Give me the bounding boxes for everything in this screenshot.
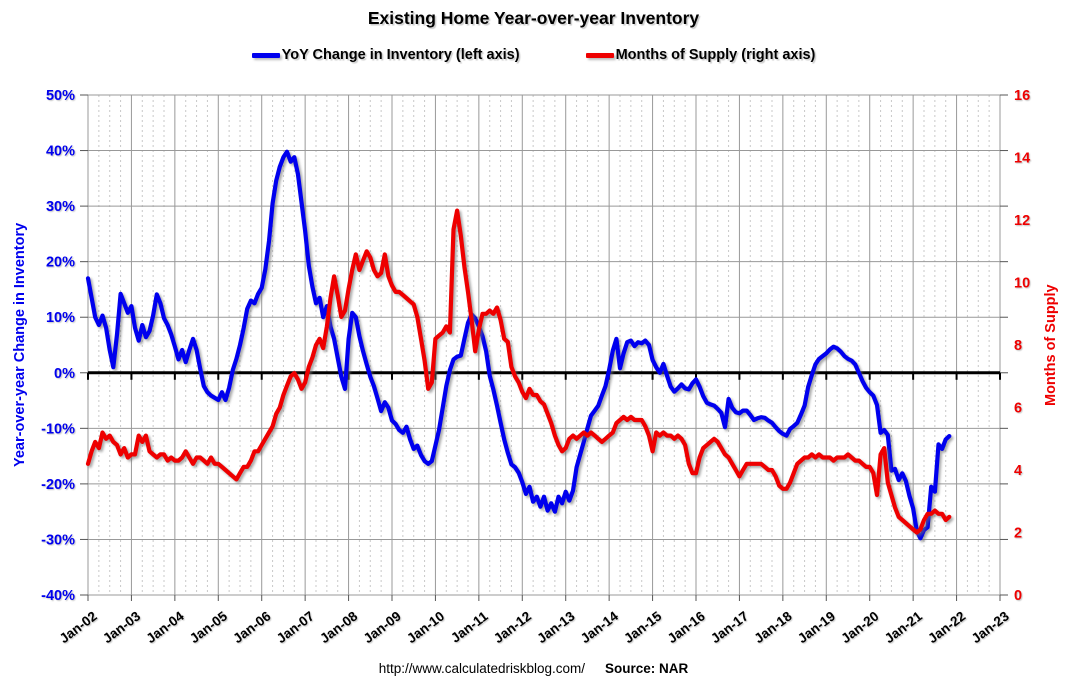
left-axis-tick-label: -40%	[41, 588, 75, 604]
right-axis-tick-label: 16	[1014, 88, 1030, 104]
x-axis-tick-label: Jan-23	[969, 608, 1013, 646]
x-axis-tick-label: Jan-19	[795, 608, 838, 646]
footer: http://www.calculatedriskblog.com/Source…	[0, 661, 1067, 676]
x-axis-tick-label: Jan-10	[404, 608, 447, 646]
zero-line-group	[87, 371, 1001, 380]
left-axis-tick-label: -30%	[41, 532, 75, 548]
x-axis-tick-label: Jan-13	[534, 608, 578, 646]
x-axis-tick-label: Jan-07	[274, 608, 317, 646]
legend-label-yoy: YoY Change in Inventory (left axis)	[281, 47, 520, 63]
legend-item-yoy: YoY Change in Inventory (left axis)	[251, 47, 520, 63]
left-axis-tick-label: 0%	[54, 366, 75, 382]
x-axis-tick-label: Jan-06	[230, 608, 274, 646]
right-axis-tick-label: 12	[1014, 213, 1030, 229]
x-axis-tick-label: Jan-15	[621, 608, 665, 646]
left-axis-tick-label: 50%	[46, 88, 75, 104]
legend-swatch-supply-line	[585, 52, 614, 58]
footer-url: http://www.calculatedriskblog.com/	[378, 661, 586, 676]
x-axis-tick-label: Jan-12	[491, 608, 534, 646]
right-axis-tick-label: 2	[1014, 526, 1022, 542]
left-axis-tick-label: 40%	[46, 144, 75, 160]
right-axis-tick-label: 14	[1014, 151, 1030, 167]
chart-title: Existing Home Year-over-year Inventory	[367, 8, 700, 28]
x-axis-tick-label: Jan-02	[57, 608, 100, 646]
gridlines	[87, 94, 1001, 596]
x-axis-tick-label: Jan-03	[100, 608, 144, 646]
x-axis-tick-label: Jan-14	[578, 608, 622, 646]
x-axis-tick-label: Jan-21	[882, 608, 926, 646]
left-axis-tick-label: -10%	[41, 421, 75, 437]
x-axis-tick-label: Jan-22	[925, 608, 968, 646]
right-axis-tick-label: 8	[1014, 338, 1022, 354]
axis-labels: 50% 40% 30% 20% 10% 0% -10% -20% -30% -40% 16 14 12 1…	[41, 88, 1030, 646]
right-axis-tick-label: 6	[1014, 401, 1022, 417]
x-axis-tick-label: Jan-08	[317, 608, 361, 646]
left-axis-tick-label: 30%	[46, 199, 75, 215]
x-axis-tick-label: Jan-11	[448, 608, 491, 646]
right-axis-tick-label: 0	[1014, 588, 1022, 604]
right-axis-tick-label: 4	[1014, 463, 1022, 479]
months-of-supply-line	[85, 208, 952, 535]
left-axis-tick-label: -20%	[41, 477, 75, 493]
x-axis-tick-label: Jan-20	[838, 608, 881, 646]
x-axis-tick-label: Jan-04	[143, 608, 187, 646]
legend-swatch-yoy-line	[251, 52, 280, 58]
right-axis-tick-label: 10	[1014, 276, 1030, 292]
right-axis-title: Months of Supply	[1043, 284, 1059, 406]
footer-source: Source: NAR	[605, 661, 689, 676]
legend-item-months-of-supply: Months of Supply (right axis)	[585, 47, 816, 63]
left-axis-title: Year-over-year Change in Inventory	[12, 222, 28, 468]
axis-ticks	[80, 94, 1008, 601]
x-axis-tick-label: Jan-05	[187, 608, 231, 646]
left-axis-tick-label: 20%	[46, 255, 75, 271]
yoy-inventory-line	[85, 149, 952, 541]
legend-label-months-of-supply: Months of Supply (right axis)	[615, 47, 816, 63]
x-axis-tick-label: Jan-18	[751, 608, 795, 646]
x-axis-tick-label: Jan-09	[361, 608, 404, 646]
x-axis-tick-label: Jan-16	[665, 608, 709, 646]
left-axis-tick-label: 10%	[46, 310, 75, 326]
legend: YoY Change in Inventory (left axis) Mont…	[0, 47, 1067, 63]
x-axis-tick-label: Jan-17	[708, 608, 751, 646]
